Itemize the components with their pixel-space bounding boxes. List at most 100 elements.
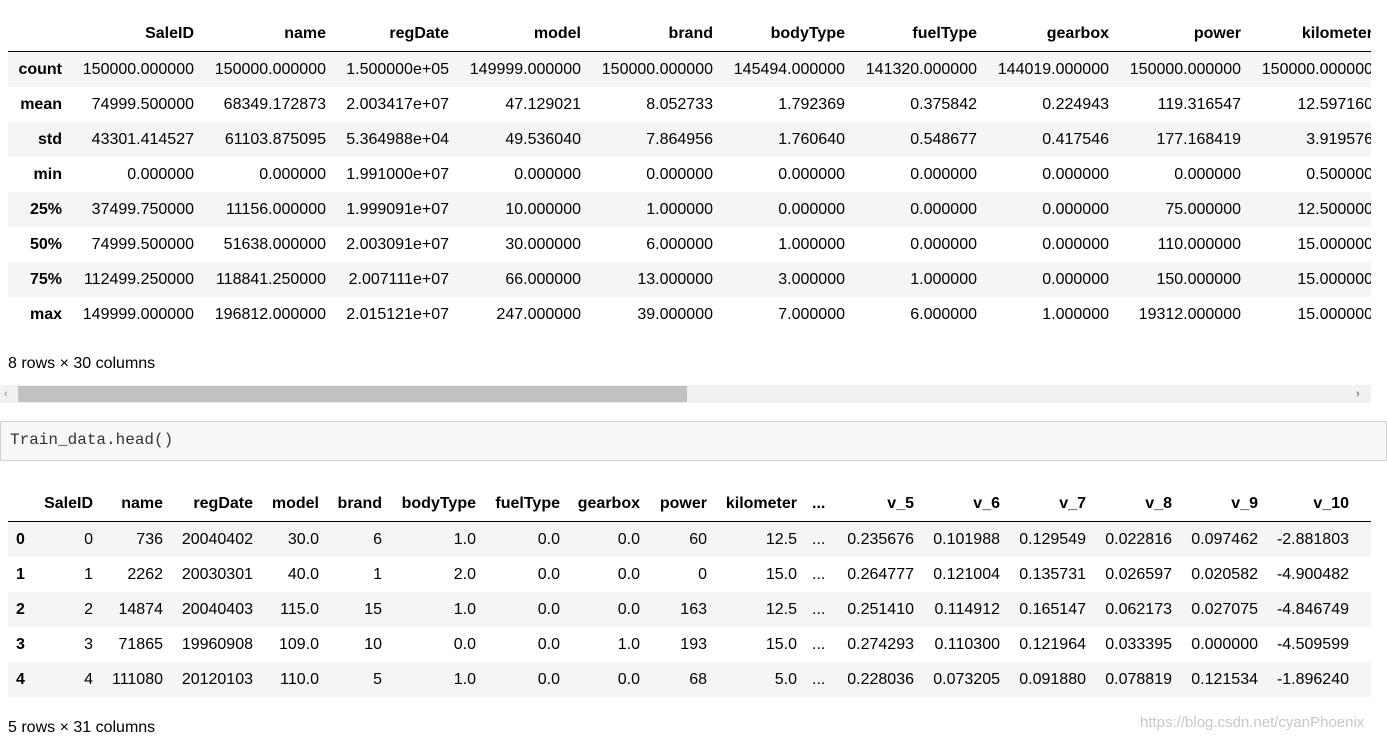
cell: 12.500000 — [1297, 201, 1371, 218]
cell: 110.0 — [280, 671, 319, 688]
cell: 0.165147 — [1019, 601, 1086, 618]
cell: 0.091880 — [1019, 671, 1086, 688]
cell: 6.000000 — [646, 236, 713, 253]
cell: 0.548677 — [910, 131, 977, 148]
column-header: kilometer — [725, 495, 797, 512]
cell: 0.0 — [537, 671, 560, 688]
cell: 0.000000 — [910, 166, 977, 183]
cell: 1.0 — [453, 531, 476, 548]
cell: 14874 — [118, 601, 164, 618]
column-header: v_9 — [1231, 495, 1258, 512]
cell: 1.792369 — [778, 96, 845, 113]
cell: 110.000000 — [1157, 236, 1241, 253]
cell: 49.536040 — [505, 131, 581, 148]
cell: 1.0 — [453, 671, 476, 688]
cell: 74999.500000 — [91, 236, 194, 253]
cell: 0.033395 — [1105, 636, 1172, 653]
cell: ... — [812, 671, 826, 688]
cell: 0.000000 — [1042, 166, 1109, 183]
column-header: v_8 — [1145, 495, 1172, 512]
cell: 5.364988e+04 — [346, 131, 449, 148]
cell: 0.062173 — [1105, 601, 1172, 618]
cell: 247.000000 — [496, 306, 581, 323]
cell: 1.0 — [617, 636, 640, 653]
scrollbar-thumb[interactable] — [18, 386, 687, 402]
cell: 20030301 — [181, 566, 253, 583]
cell: 15.000000 — [1297, 306, 1371, 323]
column-header: fuelType — [495, 495, 560, 512]
cell: 1 — [84, 566, 93, 583]
cell: 1.500000e+05 — [346, 61, 449, 78]
cell: 2.007111e+07 — [348, 271, 449, 288]
code: Train_data.head() — [10, 431, 174, 449]
cell: 0.235676 — [847, 531, 914, 548]
table1-caption: 8 rows × 30 columns — [8, 355, 156, 372]
cell: 0.026597 — [1105, 566, 1172, 583]
cell: 1.000000 — [910, 271, 977, 288]
cell: 30.0 — [287, 531, 319, 548]
column-header: name — [284, 25, 326, 42]
row-stripe — [8, 662, 1371, 697]
row-label: 50% — [29, 236, 62, 253]
cell: 0.000000 — [646, 166, 713, 183]
cell: 0.417546 — [1042, 131, 1109, 148]
row-stripe — [8, 52, 1371, 87]
cell: 40.0 — [287, 566, 319, 583]
cell: 2.003417e+07 — [346, 96, 449, 113]
cell: -4.509599 — [1276, 636, 1349, 653]
cell: 150000.000000 — [214, 61, 326, 78]
row-label: 1 — [16, 566, 25, 583]
cell: 5.0 — [774, 671, 797, 688]
column-header: model — [271, 495, 319, 512]
cell: 0.0 — [617, 566, 640, 583]
cell: 74999.500000 — [91, 96, 194, 113]
cell: 0.129549 — [1019, 531, 1086, 548]
scroll-left[interactable]: ‹ — [4, 388, 8, 400]
cell: 19312.000000 — [1138, 306, 1241, 323]
cell: 1.991000e+07 — [346, 166, 449, 183]
cell: 0 — [84, 531, 93, 548]
column-header: kilometer — [1301, 25, 1371, 42]
cell: 145494.000000 — [733, 61, 845, 78]
cell: 119.316547 — [1157, 96, 1241, 113]
cell: 150000.000000 — [1261, 61, 1371, 78]
cell: 2.0 — [453, 566, 476, 583]
cell: 10 — [364, 636, 382, 653]
cell: 15 — [364, 601, 382, 618]
column-header: power — [659, 495, 707, 512]
cell: 2 — [84, 601, 93, 618]
cell: 15.000000 — [1297, 271, 1371, 288]
cell: 0.121964 — [1019, 636, 1086, 653]
cell: 71865 — [118, 636, 164, 653]
cell: 0.022816 — [1105, 531, 1172, 548]
code-cell[interactable]: Train_data.head() — [0, 421, 1387, 461]
cell: 13.000000 — [637, 271, 713, 288]
cell: 37499.750000 — [91, 201, 194, 218]
cell: 1.0 — [453, 601, 476, 618]
cell: 115.0 — [280, 601, 319, 618]
cell: 0.121004 — [933, 566, 1000, 583]
cell: 149999.000000 — [469, 61, 581, 78]
scroll-right[interactable]: › — [1356, 388, 1360, 400]
cell: 15.0 — [765, 566, 797, 583]
row-label: 75% — [29, 271, 62, 288]
cell: 0.0 — [537, 566, 560, 583]
column-header: power — [1193, 25, 1241, 42]
cell: -2.881803 — [1276, 531, 1349, 548]
cell: 0.020582 — [1191, 566, 1258, 583]
cell: 0.0 — [537, 531, 560, 548]
cell: 0.375842 — [910, 96, 977, 113]
cell: 2.015121e+07 — [346, 306, 449, 323]
cell: ... — [812, 531, 826, 548]
column-header: bodyType — [770, 25, 845, 42]
cell: 6.000000 — [910, 306, 977, 323]
cell: 2.003091e+07 — [346, 236, 449, 253]
cell: 66.000000 — [505, 271, 581, 288]
scrollbar[interactable]: ‹ › — [0, 385, 1371, 403]
cell: 141320.000000 — [865, 61, 977, 78]
cell: -1.896240 — [1276, 671, 1349, 688]
cell: 3.919576 — [1306, 131, 1371, 148]
cell: 0.000000 — [1042, 236, 1109, 253]
